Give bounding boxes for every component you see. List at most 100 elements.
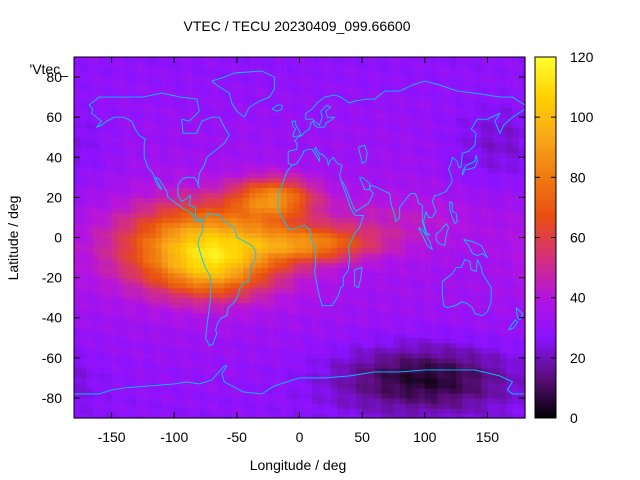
heatmap-cell: [499, 187, 507, 193]
heatmap-cell: [117, 262, 125, 269]
heatmap-cell: [167, 147, 175, 153]
heatmap-cell: [318, 207, 326, 214]
heatmap-cell: [481, 247, 489, 254]
heatmap-cell: [99, 347, 106, 354]
heatmap-cell: [211, 227, 219, 234]
heatmap-cell: [424, 92, 432, 98]
heatmap-cell: [218, 212, 225, 219]
heatmap-cell: [149, 292, 157, 299]
heatmap-cell: [142, 82, 150, 88]
heatmap-cell: [174, 372, 182, 379]
heatmap-cell: [330, 122, 338, 128]
heatmap-cell: [324, 87, 332, 93]
heatmap-cell: [418, 162, 426, 168]
heatmap-cell: [499, 177, 507, 183]
heatmap-cell: [92, 262, 100, 269]
heatmap-cell: [393, 287, 401, 294]
heatmap-cell: [293, 357, 301, 364]
heatmap-cell: [274, 377, 282, 384]
heatmap-cell: [199, 142, 207, 148]
heatmap-cell: [155, 387, 163, 394]
heatmap-cell: [130, 302, 138, 309]
heatmap-cell: [362, 122, 369, 128]
heatmap-cell: [374, 367, 382, 374]
heatmap-cell: [130, 112, 138, 118]
heatmap-cell: [481, 357, 489, 364]
heatmap-cell: [236, 137, 244, 143]
heatmap-cell: [293, 407, 301, 414]
heatmap-cell: [180, 267, 188, 274]
heatmap-cell: [211, 127, 219, 133]
heatmap-cell: [111, 352, 119, 359]
heatmap-cell: [142, 232, 150, 239]
heatmap-cell: [481, 152, 489, 158]
heatmap-cell: [236, 262, 244, 269]
heatmap-cell: [249, 362, 257, 369]
heatmap-cell: [286, 347, 294, 354]
heatmap-cell: [424, 237, 432, 244]
heatmap-cell: [512, 237, 520, 244]
heatmap-cell: [443, 197, 451, 203]
heatmap-cell: [380, 297, 388, 304]
heatmap-cell: [155, 247, 163, 254]
heatmap-cell: [418, 412, 426, 419]
heatmap-cell: [293, 377, 301, 384]
heatmap-cell: [99, 332, 106, 339]
heatmap-cell: [355, 397, 363, 404]
heatmap-cell: [518, 392, 526, 399]
heatmap-cell: [105, 302, 113, 309]
heatmap-cell: [431, 197, 438, 203]
heatmap-cell: [124, 142, 131, 148]
heatmap-cell: [462, 172, 470, 178]
heatmap-cell: [105, 272, 113, 279]
heatmap-cell: [481, 267, 489, 274]
heatmap-cell: [518, 167, 526, 173]
heatmap-cell: [293, 97, 301, 103]
heatmap-cell: [261, 292, 269, 299]
heatmap-cell: [418, 137, 426, 143]
heatmap-cell: [437, 287, 445, 294]
heatmap-cell: [305, 197, 313, 203]
heatmap-cell: [462, 362, 470, 369]
heatmap-cell: [161, 302, 169, 309]
heatmap-cell: [149, 252, 157, 259]
heatmap-cell: [243, 107, 250, 113]
heatmap-cell: [499, 262, 507, 269]
heatmap-cell: [312, 352, 319, 359]
heatmap-cell: [462, 202, 470, 209]
heatmap-cell: [261, 122, 269, 128]
heatmap-cell: [305, 322, 313, 329]
heatmap-cell: [218, 292, 225, 299]
heatmap-cell: [437, 177, 445, 183]
heatmap-cell: [443, 277, 451, 284]
heatmap-cell: [286, 117, 294, 123]
heatmap-cell: [193, 312, 200, 319]
heatmap-cell: [462, 342, 470, 349]
heatmap-cell: [393, 137, 401, 143]
heatmap-cell: [412, 382, 420, 389]
heatmap-cell: [199, 162, 207, 168]
heatmap-cell: [86, 157, 94, 163]
heatmap-cell: [343, 252, 351, 259]
heatmap-cell: [92, 152, 100, 158]
heatmap-cell: [324, 342, 332, 349]
heatmap-cell: [368, 412, 376, 419]
heatmap-cell: [337, 302, 344, 309]
heatmap-cell: [512, 332, 520, 339]
heatmap-cell: [111, 182, 119, 188]
heatmap-cell: [136, 382, 144, 389]
heatmap-cell: [380, 122, 388, 128]
heatmap-cell: [149, 287, 157, 294]
heatmap-cell: [462, 97, 470, 103]
heatmap-cell: [230, 167, 238, 173]
heatmap-cell: [243, 317, 250, 324]
heatmap-cell: [418, 112, 426, 118]
heatmap-cell: [167, 167, 175, 173]
heatmap-cell: [481, 272, 489, 279]
heatmap-cell: [136, 307, 144, 314]
heatmap-cell: [199, 247, 207, 254]
heatmap-cell: [117, 142, 125, 148]
heatmap-cell: [293, 217, 301, 224]
heatmap-cell: [368, 87, 376, 93]
heatmap-cell: [324, 192, 332, 198]
